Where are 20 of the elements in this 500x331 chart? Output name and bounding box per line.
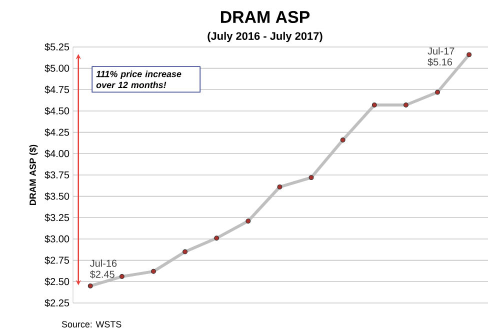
y-tick-label: $5.00	[44, 64, 70, 72]
data-label: Jul-16 $2.45	[90, 260, 117, 278]
y-tick-label: $4.75	[44, 86, 70, 94]
y-tick-label: $5.25	[44, 43, 70, 52]
annotation: 111% price increase over 12 months!	[96, 70, 182, 88]
chart-subtitle: (July 2016 - July 2017)	[208, 32, 322, 42]
y-tick-label: $2.75	[44, 256, 70, 264]
y-tick-label: $3.25	[44, 214, 70, 222]
y-tick-label: $3.00	[44, 235, 70, 244]
y-tick-label: $3.75	[44, 171, 70, 180]
y-tick-label: $3.50	[44, 192, 70, 200]
y-tick-label: $4.50	[44, 107, 70, 116]
y-tick-label: $4.00	[44, 150, 70, 158]
chart-title: DRAM ASP	[220, 11, 310, 24]
source-note: Source: WSTS	[62, 321, 122, 328]
y-tick-label: $2.50	[44, 278, 70, 286]
y-tick-label: $4.25	[44, 128, 70, 136]
y-axis-title: DRAM ASP ($)	[29, 144, 38, 206]
data-label: Jul-17 $5.16	[428, 47, 454, 66]
y-tick-label: $2.25	[44, 299, 70, 308]
